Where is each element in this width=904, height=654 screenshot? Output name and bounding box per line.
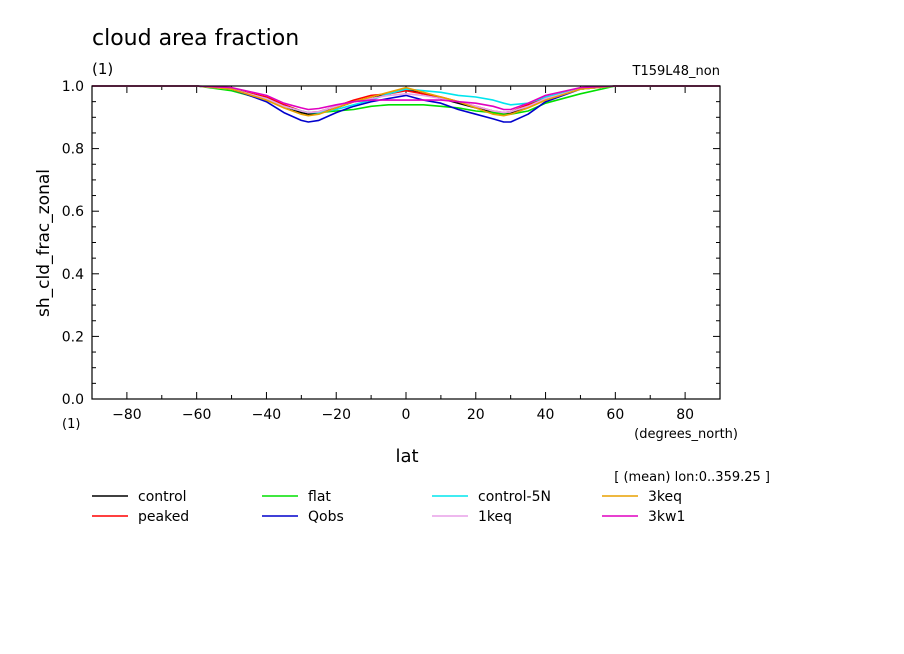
legend-label: 3keq (648, 489, 682, 505)
series-line-1keq (92, 85, 720, 114)
legend: control flat control-5N 3keq peaked Qobs 1keq 3… (92, 489, 685, 525)
y-tick-label: 0.2 (62, 329, 84, 345)
legend-label: 1keq (478, 509, 512, 525)
series-line-3kw1 (92, 85, 720, 111)
series-line-3keq (92, 85, 720, 117)
y-tick-label: 1.0 (62, 79, 84, 95)
x-tick-label: 80 (676, 407, 694, 423)
x-tick-label: −20 (321, 407, 351, 423)
x-tick-label: 60 (606, 407, 624, 423)
legend-label: flat (308, 489, 331, 505)
x-tick-label: 0 (402, 407, 411, 423)
chart-title: cloud area fraction (92, 26, 299, 51)
mean-note: [ (mean) lon:0..359.25 ] (614, 470, 770, 485)
x-tick-label: −80 (112, 407, 142, 423)
x-axis-label: lat (395, 446, 418, 467)
legend-label: 3kw1 (648, 509, 685, 525)
x-tick-label: −60 (182, 407, 212, 423)
y-axis-label: sh_cld_frac_zonal (34, 169, 54, 317)
legend-label: peaked (138, 509, 189, 525)
series-line-qobs (92, 85, 720, 123)
series-lines (92, 85, 720, 123)
title-units: (1) (92, 60, 113, 78)
plot-border (91, 85, 721, 400)
y-tick-label: 0.4 (62, 267, 84, 283)
plot-frame (91, 85, 721, 400)
y-tick-label: 0.6 (62, 204, 84, 220)
run-label: T159L48_non (632, 64, 720, 79)
x-tick-label: 20 (467, 407, 485, 423)
x-axis-units: (degrees_north) (634, 427, 738, 442)
x-tick-label: 40 (537, 407, 555, 423)
legend-label: control-5N (478, 489, 551, 505)
y-tick-label: 0.0 (62, 392, 84, 408)
legend-label: Qobs (308, 509, 344, 525)
y-tick-label: 0.8 (62, 142, 84, 158)
x-tick-label: −40 (252, 407, 282, 423)
y-axis-units: (1) (62, 417, 80, 432)
series-line-peaked (92, 85, 720, 114)
legend-label: control (138, 489, 187, 505)
axis-ticks: −80 −60 −40 −20 0 20 40 60 80 0.0 0.2 0.4 0.6 0.8 1.0 (62, 79, 721, 423)
